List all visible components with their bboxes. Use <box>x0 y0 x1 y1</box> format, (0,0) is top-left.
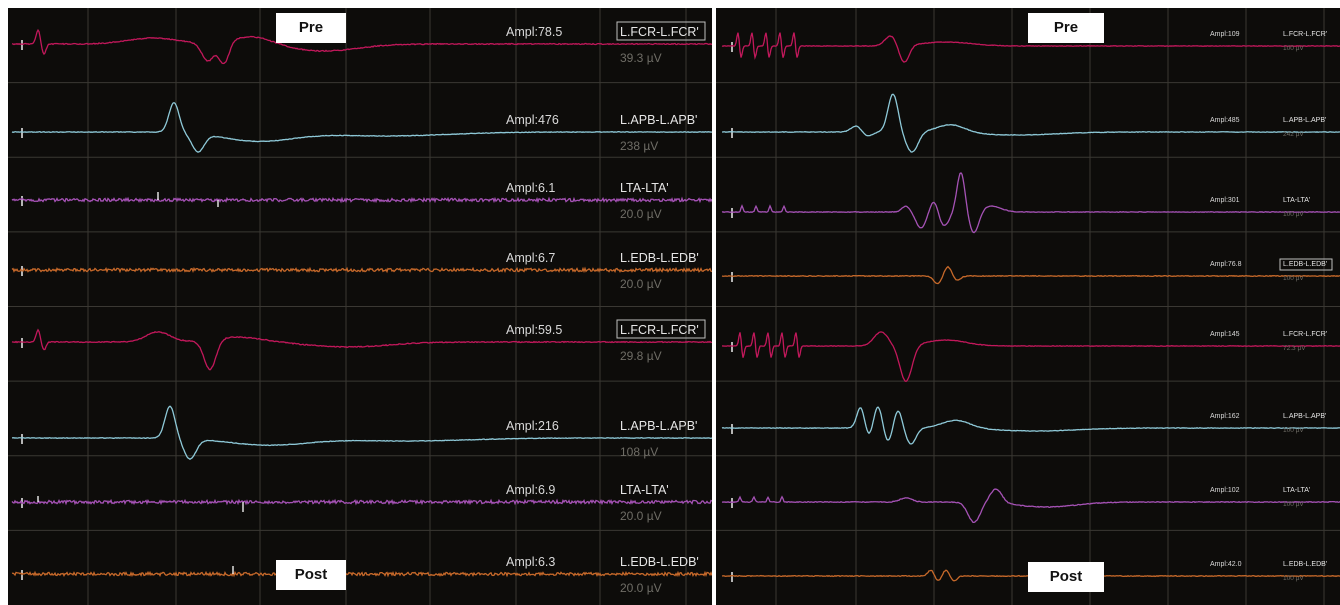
pre-label: Pre <box>276 13 346 43</box>
waveform-trace <box>721 32 1340 63</box>
emg-panel-left: Ampl:78.5 L.FCR-L.FCR' 39.3 µV Ampl:476 L.AP… <box>8 8 712 605</box>
grid <box>716 8 1340 605</box>
channel-name-label: L.APB-L.APB' <box>620 113 697 127</box>
channel-name-label: L.FCR-L.FCR' <box>620 323 699 337</box>
scale-label: 39.3 µV <box>620 51 662 65</box>
channel-row: Ampl:485 L.APB-L.APB' 242 µV <box>721 93 1340 153</box>
channel-row: Ampl:162 L.APB-L.APB' 100 µV <box>721 406 1340 445</box>
channel-name-label: L.EDB-L.EDB' <box>620 555 699 569</box>
scale-label: 20.0 µV <box>620 277 662 291</box>
scale-label: 100 µV <box>1283 275 1304 282</box>
amplitude-label: Ampl:78.5 <box>506 25 562 39</box>
scale-label: 100 µV <box>1283 575 1304 582</box>
channel-name-label: L.FCR-L.FCR' <box>620 25 699 39</box>
waveform-trace <box>11 28 712 65</box>
waveform-trace <box>11 101 712 153</box>
scale-label: 100 µV <box>1283 45 1304 52</box>
amplitude-label: Ampl:59.5 <box>506 323 562 337</box>
channel-row: Ampl:6.3 L.EDB-L.EDB' 20.0 µV <box>11 555 712 595</box>
waveform-trace <box>721 488 1340 523</box>
scale-label: 20.0 µV <box>620 581 662 595</box>
scale-label: 100 µV <box>1283 211 1304 218</box>
channel-row: Ampl:109 L.FCR-L.FCR' 100 µV <box>721 31 1340 63</box>
post-label: Post <box>276 560 346 590</box>
waveform-canvas-right: Ampl:109 L.FCR-L.FCR' 100 µV Ampl:485 L.APB-… <box>716 8 1340 605</box>
channel-row: Ampl:6.7 L.EDB-L.EDB' 20.0 µV <box>11 251 712 291</box>
waveform-trace <box>721 331 1340 383</box>
amplitude-label: Ampl:76.8 <box>1210 261 1242 268</box>
channel-row: Ampl:6.1 LTA-LTA' 20.0 µV <box>11 181 712 221</box>
waveform-trace <box>721 265 1340 285</box>
channel-name-label: L.FCR-L.FCR' <box>1283 31 1327 38</box>
waveform-trace <box>11 405 712 461</box>
channel-name-label: L.APB-L.APB' <box>1283 413 1326 420</box>
scale-label: 242 µV <box>1283 131 1304 138</box>
amplitude-label: Ampl:102 <box>1210 487 1240 494</box>
post-label: Post <box>1028 562 1104 592</box>
waveform-trace <box>11 196 712 204</box>
amplitude-label: Ampl:162 <box>1210 413 1240 420</box>
scale-label: 100 µV <box>1283 501 1304 508</box>
waveform-trace <box>11 266 712 274</box>
waveform-trace <box>11 498 712 506</box>
amplitude-label: Ampl:6.3 <box>506 555 555 569</box>
channel-name-label: L.APB-L.APB' <box>1283 117 1326 124</box>
amplitude-label: Ampl:6.1 <box>506 181 555 195</box>
channel-name-label: L.APB-L.APB' <box>620 419 697 433</box>
channel-name-label: L.EDB-L.EDB' <box>620 251 699 265</box>
amplitude-label: Ampl:485 <box>1210 117 1240 124</box>
grid <box>8 8 712 605</box>
waveform-trace <box>721 93 1340 153</box>
selected-channel-box <box>616 319 706 339</box>
pre-label: Pre <box>1028 13 1104 43</box>
waveform-trace <box>11 328 712 371</box>
amplitude-label: Ampl:6.7 <box>506 251 555 265</box>
channel-row: Ampl:6.9 LTA-LTA' 20.0 µV <box>11 483 712 523</box>
channel-name-label: L.FCR-L.FCR' <box>1283 331 1327 338</box>
channel-row: Ampl:301 LTA-LTA' 100 µV <box>721 172 1340 234</box>
waveform-trace <box>721 172 1340 234</box>
scale-label: 238 µV <box>620 139 658 153</box>
channel-row: Ampl:76.8 L.EDB-L.EDB' 100 µV <box>721 258 1340 285</box>
selected-channel-box <box>616 21 706 41</box>
amplitude-label: Ampl:42.0 <box>1210 561 1242 568</box>
emg-panel-right: Ampl:109 L.FCR-L.FCR' 100 µV Ampl:485 L.APB-… <box>716 8 1340 605</box>
channel-row: Ampl:102 LTA-LTA' 100 µV <box>721 487 1340 523</box>
amplitude-label: Ampl:6.9 <box>506 483 555 497</box>
channel-name-label: LTA-LTA' <box>620 483 669 497</box>
amplitude-label: Ampl:301 <box>1210 197 1240 204</box>
amplitude-label: Ampl:216 <box>506 419 559 433</box>
channel-name-label: LTA-LTA' <box>1283 197 1310 204</box>
channel-row: Ampl:59.5 L.FCR-L.FCR' 29.8 µV <box>11 319 712 371</box>
amplitude-label: Ampl:109 <box>1210 31 1240 38</box>
scale-label: 20.0 µV <box>620 509 662 523</box>
waveform-trace <box>721 406 1340 445</box>
scale-label: 100 µV <box>1283 427 1304 434</box>
channel-name-label: LTA-LTA' <box>1283 487 1310 494</box>
channel-name-label: LTA-LTA' <box>620 181 669 195</box>
channel-name-label: L.EDB-L.EDB' <box>1283 261 1327 268</box>
scale-label: 20.0 µV <box>620 207 662 221</box>
channel-row: Ampl:476 L.APB-L.APB' 238 µV <box>11 101 712 153</box>
scale-label: 72.3 µV <box>1283 345 1306 352</box>
channel-name-label: L.EDB-L.EDB' <box>1283 561 1327 568</box>
amplitude-label: Ampl:476 <box>506 113 559 127</box>
channel-row: Ampl:78.5 L.FCR-L.FCR' 39.3 µV <box>11 21 712 65</box>
waveform-canvas-left: Ampl:78.5 L.FCR-L.FCR' 39.3 µV Ampl:476 L.AP… <box>8 8 712 605</box>
amplitude-label: Ampl:145 <box>1210 331 1240 338</box>
scale-label: 108 µV <box>620 445 658 459</box>
selected-channel-box <box>1279 258 1333 271</box>
channel-row: Ampl:145 L.FCR-L.FCR' 72.3 µV <box>721 331 1340 383</box>
channel-row: Ampl:216 L.APB-L.APB' 108 µV <box>11 405 712 461</box>
scale-label: 29.8 µV <box>620 349 662 363</box>
waveform-trace <box>11 570 712 578</box>
